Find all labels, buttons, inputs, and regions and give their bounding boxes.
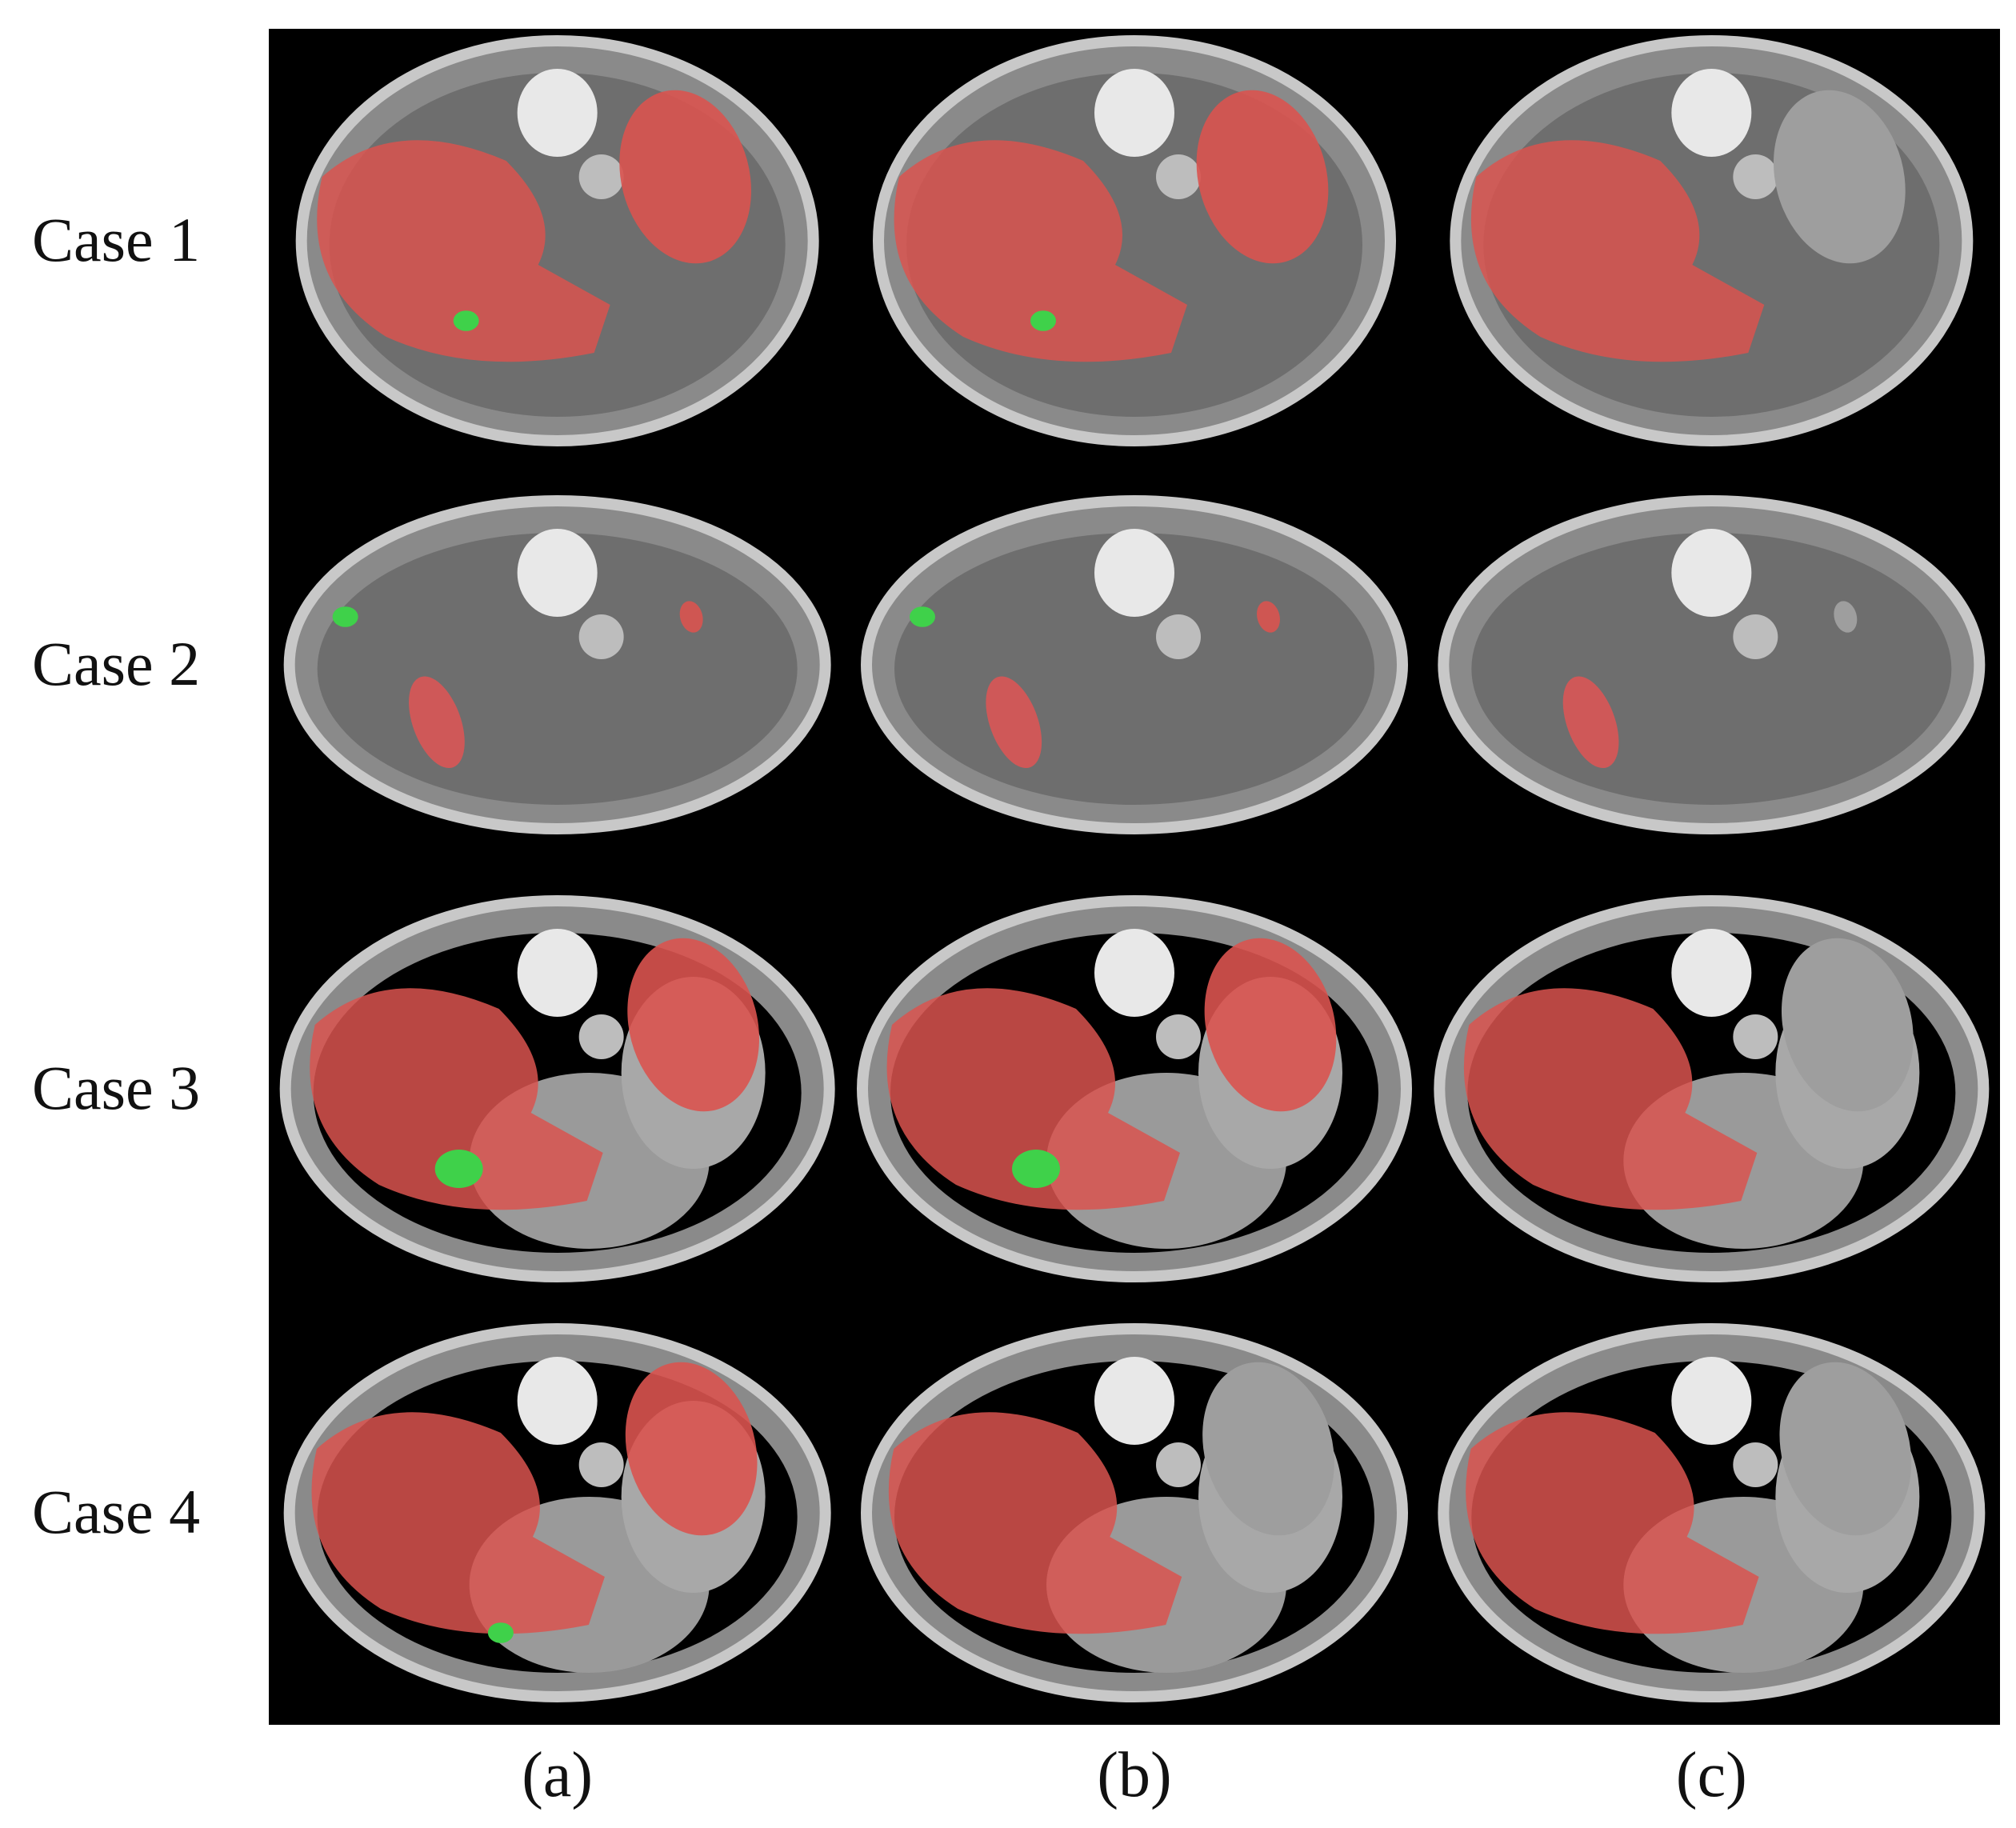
ct-slice (873, 35, 1396, 446)
spine (1671, 529, 1752, 617)
liver-overlay (886, 988, 1180, 1210)
spine (517, 69, 598, 157)
spine (1671, 929, 1752, 1017)
tumor-overlay (332, 606, 358, 627)
spine (1671, 1357, 1752, 1445)
spleen (619, 90, 752, 264)
ct-slice (861, 1323, 1408, 1702)
tumor-overlay (910, 606, 935, 627)
row-label: Case 3 (32, 1053, 200, 1122)
ct-scans (279, 35, 1990, 1702)
ct-slice (1438, 1323, 1986, 1702)
row-label: Case 2 (32, 629, 200, 698)
aorta (1733, 154, 1778, 199)
aorta (1156, 1014, 1201, 1059)
ct-slice (861, 495, 1408, 834)
spleen (1834, 601, 1858, 633)
column-label: (b) (1097, 1740, 1171, 1810)
ct-slice (857, 895, 1412, 1282)
aorta (578, 1442, 624, 1487)
spleen (1779, 1362, 1912, 1536)
spleen (625, 1362, 758, 1536)
spleen (1773, 90, 1906, 264)
tumor-overlay (1012, 1150, 1060, 1188)
spine (1094, 929, 1174, 1017)
spine (517, 529, 598, 617)
row-label: Case 4 (32, 1477, 200, 1546)
liver-overlay (888, 1412, 1182, 1634)
aorta (1156, 1442, 1201, 1487)
spleen (1202, 1362, 1334, 1536)
aorta (578, 154, 624, 199)
liver-overlay (311, 1412, 605, 1634)
ct-slice (1434, 895, 1990, 1282)
spleen (1257, 601, 1280, 633)
tumor-overlay (1030, 310, 1056, 331)
row-label: Case 1 (32, 205, 200, 274)
liver-overlay (317, 140, 610, 362)
ct-slice (295, 35, 819, 446)
tumor-overlay (453, 310, 479, 331)
spleen (1781, 938, 1914, 1112)
spine (1094, 529, 1174, 617)
liver-overlay (310, 988, 603, 1210)
aorta (1733, 1014, 1778, 1059)
tumor-overlay (487, 1622, 514, 1643)
spine (1094, 69, 1174, 157)
ct-slice (279, 895, 835, 1282)
aorta (578, 1014, 624, 1059)
liver-overlay (1466, 1412, 1759, 1634)
ct-slice (1438, 495, 1986, 834)
spine (1671, 69, 1752, 157)
spleen (679, 601, 703, 633)
spleen (1196, 90, 1329, 264)
liver-overlay (1463, 988, 1758, 1210)
ct-slice (283, 495, 831, 834)
spleen (1204, 938, 1337, 1112)
tumor-overlay (434, 1150, 483, 1188)
spine (1094, 1357, 1174, 1445)
spleen (627, 938, 760, 1112)
labels: Case 1 Case 2 Case 3 Case 4 (a) (b) (c) (32, 205, 1747, 1810)
spine (517, 929, 598, 1017)
aorta (1733, 614, 1778, 659)
spine (517, 1357, 598, 1445)
liver-overlay (894, 140, 1187, 362)
aorta (578, 614, 624, 659)
aorta (1156, 614, 1201, 659)
liver-overlay (1562, 676, 1619, 769)
column-label: (a) (522, 1740, 593, 1810)
liver-overlay (986, 676, 1042, 769)
aorta (1733, 1442, 1778, 1487)
liver-overlay (409, 676, 465, 769)
ct-slice (283, 1323, 831, 1702)
liver-overlay (1470, 140, 1765, 362)
aorta (1156, 154, 1201, 199)
column-label: (c) (1676, 1740, 1747, 1810)
ct-slice (1450, 35, 1974, 446)
